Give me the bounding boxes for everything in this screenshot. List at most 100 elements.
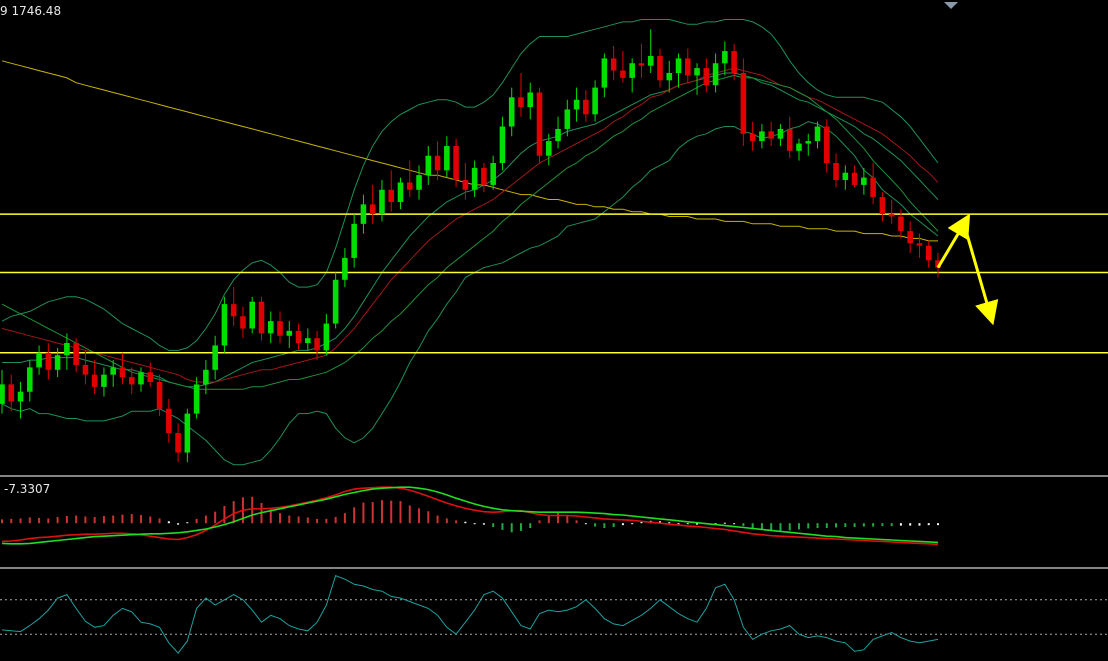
candle xyxy=(824,119,830,173)
candle-body xyxy=(675,58,682,73)
macd-bar xyxy=(102,516,105,524)
candle-body xyxy=(258,301,265,334)
macd-signal-line xyxy=(1,486,939,545)
candle-body xyxy=(110,367,116,375)
candle xyxy=(379,180,385,222)
candle xyxy=(406,160,413,198)
candle-body xyxy=(518,97,524,108)
macd-bar xyxy=(47,518,50,524)
macd-panel xyxy=(1,486,939,546)
candle xyxy=(444,136,450,178)
candle xyxy=(685,48,691,83)
candle-body xyxy=(240,316,246,329)
macd-bar xyxy=(297,516,300,524)
candle-body xyxy=(342,257,348,280)
scroll-marker-icon[interactable] xyxy=(944,2,958,9)
candle xyxy=(861,167,867,195)
candle-body xyxy=(842,172,849,181)
macd-bar xyxy=(149,516,152,524)
macd-bar xyxy=(742,523,745,527)
candle-body xyxy=(369,204,376,215)
candle-body xyxy=(416,175,422,190)
candle xyxy=(73,338,79,373)
candle-body xyxy=(45,352,52,370)
candle xyxy=(471,160,478,198)
candle-body xyxy=(786,128,793,151)
candle-body xyxy=(861,177,867,185)
candle xyxy=(267,311,274,344)
candle xyxy=(712,53,719,93)
macd-bar xyxy=(251,496,254,524)
candle xyxy=(888,199,895,224)
macd-bar xyxy=(418,508,421,524)
candle xyxy=(314,330,320,361)
candle xyxy=(601,53,608,98)
macd-bar xyxy=(658,521,661,524)
macd-bar xyxy=(38,517,41,524)
candle xyxy=(805,133,812,156)
candle-body xyxy=(731,51,737,73)
candle-body xyxy=(295,330,302,344)
candle-body xyxy=(888,214,895,217)
macd-lines xyxy=(1,486,939,546)
candle-body xyxy=(638,63,645,66)
macd-bar xyxy=(844,523,847,528)
candle-body xyxy=(138,372,144,385)
macd-bar xyxy=(482,523,485,525)
candle xyxy=(490,155,496,190)
macd-bar xyxy=(575,520,578,524)
macd-bar xyxy=(696,523,699,525)
candle-body xyxy=(73,343,79,365)
macd-bar xyxy=(223,505,226,524)
candle xyxy=(620,51,626,83)
macd-bar xyxy=(204,515,207,524)
candle-body xyxy=(536,92,543,156)
candle-body xyxy=(54,355,61,370)
candle xyxy=(388,170,395,212)
candle xyxy=(416,165,422,200)
candle-body xyxy=(379,189,385,215)
candle xyxy=(749,121,756,151)
macd-bar xyxy=(408,505,411,524)
candle-body xyxy=(360,204,367,224)
candle-body xyxy=(935,260,941,268)
candle xyxy=(119,352,126,385)
macd-bar xyxy=(538,520,541,524)
macd-bar xyxy=(899,523,902,526)
candle-body xyxy=(0,384,5,404)
candle-body xyxy=(573,99,580,110)
candle-body xyxy=(332,279,339,324)
candle-body xyxy=(156,381,163,409)
macd-bar xyxy=(343,513,346,524)
candle-body xyxy=(814,126,821,142)
macd-bar xyxy=(594,523,597,527)
macd-bar xyxy=(436,515,439,524)
candle xyxy=(842,165,849,190)
macd-bar xyxy=(918,523,921,526)
macd-bar xyxy=(306,517,309,524)
candle xyxy=(156,374,163,417)
candle-body xyxy=(323,323,330,351)
macd-bar xyxy=(158,518,161,524)
macd-bar xyxy=(881,523,884,527)
candle xyxy=(212,335,218,380)
candle xyxy=(397,177,404,210)
candle xyxy=(453,138,459,188)
macd-bar xyxy=(668,522,671,524)
macd-bar xyxy=(177,523,180,525)
macd-bar xyxy=(760,523,763,530)
candle-body xyxy=(267,321,274,334)
candle-body xyxy=(351,223,357,258)
candle-body xyxy=(759,131,765,142)
candles xyxy=(0,29,941,463)
candle-body xyxy=(17,391,24,402)
macd-bar xyxy=(631,523,634,525)
ma-fast xyxy=(1,74,939,390)
macd-bar xyxy=(612,523,615,528)
candle xyxy=(184,408,191,463)
forecast-arrows xyxy=(936,213,999,326)
candle xyxy=(295,323,302,351)
candle-body xyxy=(545,141,552,156)
macd-histogram xyxy=(1,496,939,533)
